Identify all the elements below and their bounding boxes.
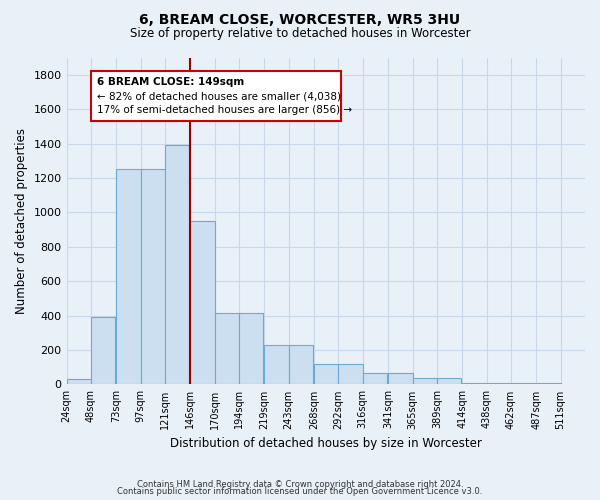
Text: 6 BREAM CLOSE: 149sqm: 6 BREAM CLOSE: 149sqm xyxy=(97,77,244,87)
Bar xyxy=(487,382,511,384)
Bar xyxy=(511,382,535,384)
Bar xyxy=(239,313,263,384)
Text: 17% of semi-detached houses are larger (856) →: 17% of semi-detached houses are larger (… xyxy=(97,105,352,115)
Bar xyxy=(140,170,165,384)
Bar xyxy=(536,382,560,384)
Bar xyxy=(363,373,387,384)
Bar xyxy=(67,380,91,384)
Bar xyxy=(265,345,289,385)
Text: ← 82% of detached houses are smaller (4,038): ← 82% of detached houses are smaller (4,… xyxy=(97,91,341,101)
Bar xyxy=(338,364,363,384)
Bar xyxy=(165,146,190,384)
Text: Contains public sector information licensed under the Open Government Licence v3: Contains public sector information licen… xyxy=(118,487,482,496)
Bar xyxy=(388,373,413,384)
Bar xyxy=(91,318,115,384)
Bar xyxy=(289,345,313,385)
Text: Size of property relative to detached houses in Worcester: Size of property relative to detached ho… xyxy=(130,28,470,40)
Y-axis label: Number of detached properties: Number of detached properties xyxy=(15,128,28,314)
Bar xyxy=(462,382,487,384)
Bar xyxy=(314,364,338,384)
Bar xyxy=(190,221,215,384)
Bar xyxy=(116,170,140,384)
Bar xyxy=(215,313,239,384)
FancyBboxPatch shape xyxy=(91,72,341,121)
Text: 6, BREAM CLOSE, WORCESTER, WR5 3HU: 6, BREAM CLOSE, WORCESTER, WR5 3HU xyxy=(139,12,461,26)
Text: Contains HM Land Registry data © Crown copyright and database right 2024.: Contains HM Land Registry data © Crown c… xyxy=(137,480,463,489)
Bar xyxy=(437,378,461,384)
Bar xyxy=(413,378,437,384)
X-axis label: Distribution of detached houses by size in Worcester: Distribution of detached houses by size … xyxy=(170,437,482,450)
